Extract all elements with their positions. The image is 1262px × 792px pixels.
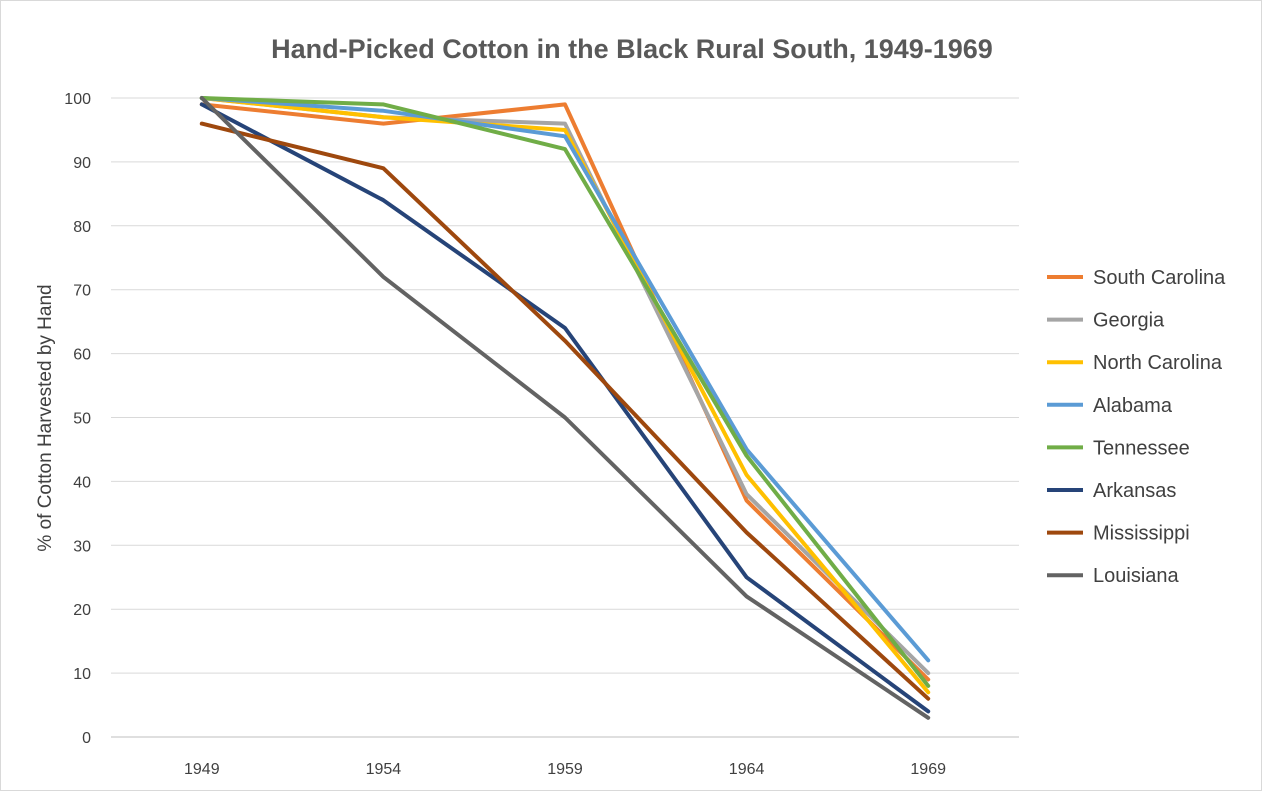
series-lines (199, 96, 931, 720)
y-tick-label: 60 (73, 347, 91, 364)
y-tick-label: 90 (73, 155, 91, 172)
x-tick-label: 1964 (729, 761, 765, 778)
y-tick-label: 40 (73, 474, 91, 491)
x-tick-label: 1969 (910, 761, 946, 778)
legend-label-south-carolina: South Carolina (1093, 267, 1226, 289)
y-axis-label: % of Cotton Harvested by Hand (35, 284, 56, 551)
y-tick-label: 30 (73, 538, 91, 555)
chart-title: Hand-Picked Cotton in the Black Rural So… (271, 34, 993, 64)
legend-label-tennessee: Tennessee (1093, 437, 1190, 459)
series-line-arkansas (199, 102, 931, 714)
series-line-mississippi (199, 121, 931, 701)
x-tick-label: 1949 (184, 761, 220, 778)
legend-label-georgia: Georgia (1093, 310, 1165, 332)
series-line-georgia (199, 96, 931, 676)
y-tick-label: 80 (73, 219, 91, 236)
series-line-alabama (199, 96, 931, 663)
legend: South Carolina Georgia North Carolina Alaba… (1047, 267, 1226, 587)
x-tick-label: 1954 (366, 761, 402, 778)
series-line-south-carolina (199, 102, 931, 682)
series-line-louisiana (199, 96, 931, 720)
legend-label-mississippi: Mississippi (1093, 523, 1190, 545)
series-line-tennessee (199, 96, 931, 688)
y-tick-label: 0 (82, 730, 91, 747)
y-tick-label: 100 (64, 91, 91, 108)
y-tick-label: 10 (73, 666, 91, 683)
y-tick-label: 50 (73, 411, 91, 428)
legend-label-alabama: Alabama (1093, 395, 1173, 417)
x-tick-label: 1959 (547, 761, 583, 778)
y-tick-label: 20 (73, 602, 91, 619)
x-axis-ticks: 1949 1954 1959 1964 1969 (184, 761, 946, 778)
legend-label-arkansas: Arkansas (1093, 480, 1176, 502)
y-tick-label: 70 (73, 283, 91, 300)
legend-label-north-carolina: North Carolina (1093, 352, 1223, 374)
legend-label-louisiana: Louisiana (1093, 565, 1180, 587)
series-line-north-carolina (199, 96, 931, 695)
y-axis-ticks: 0 10 20 30 40 50 60 70 80 90 100 (64, 91, 91, 747)
